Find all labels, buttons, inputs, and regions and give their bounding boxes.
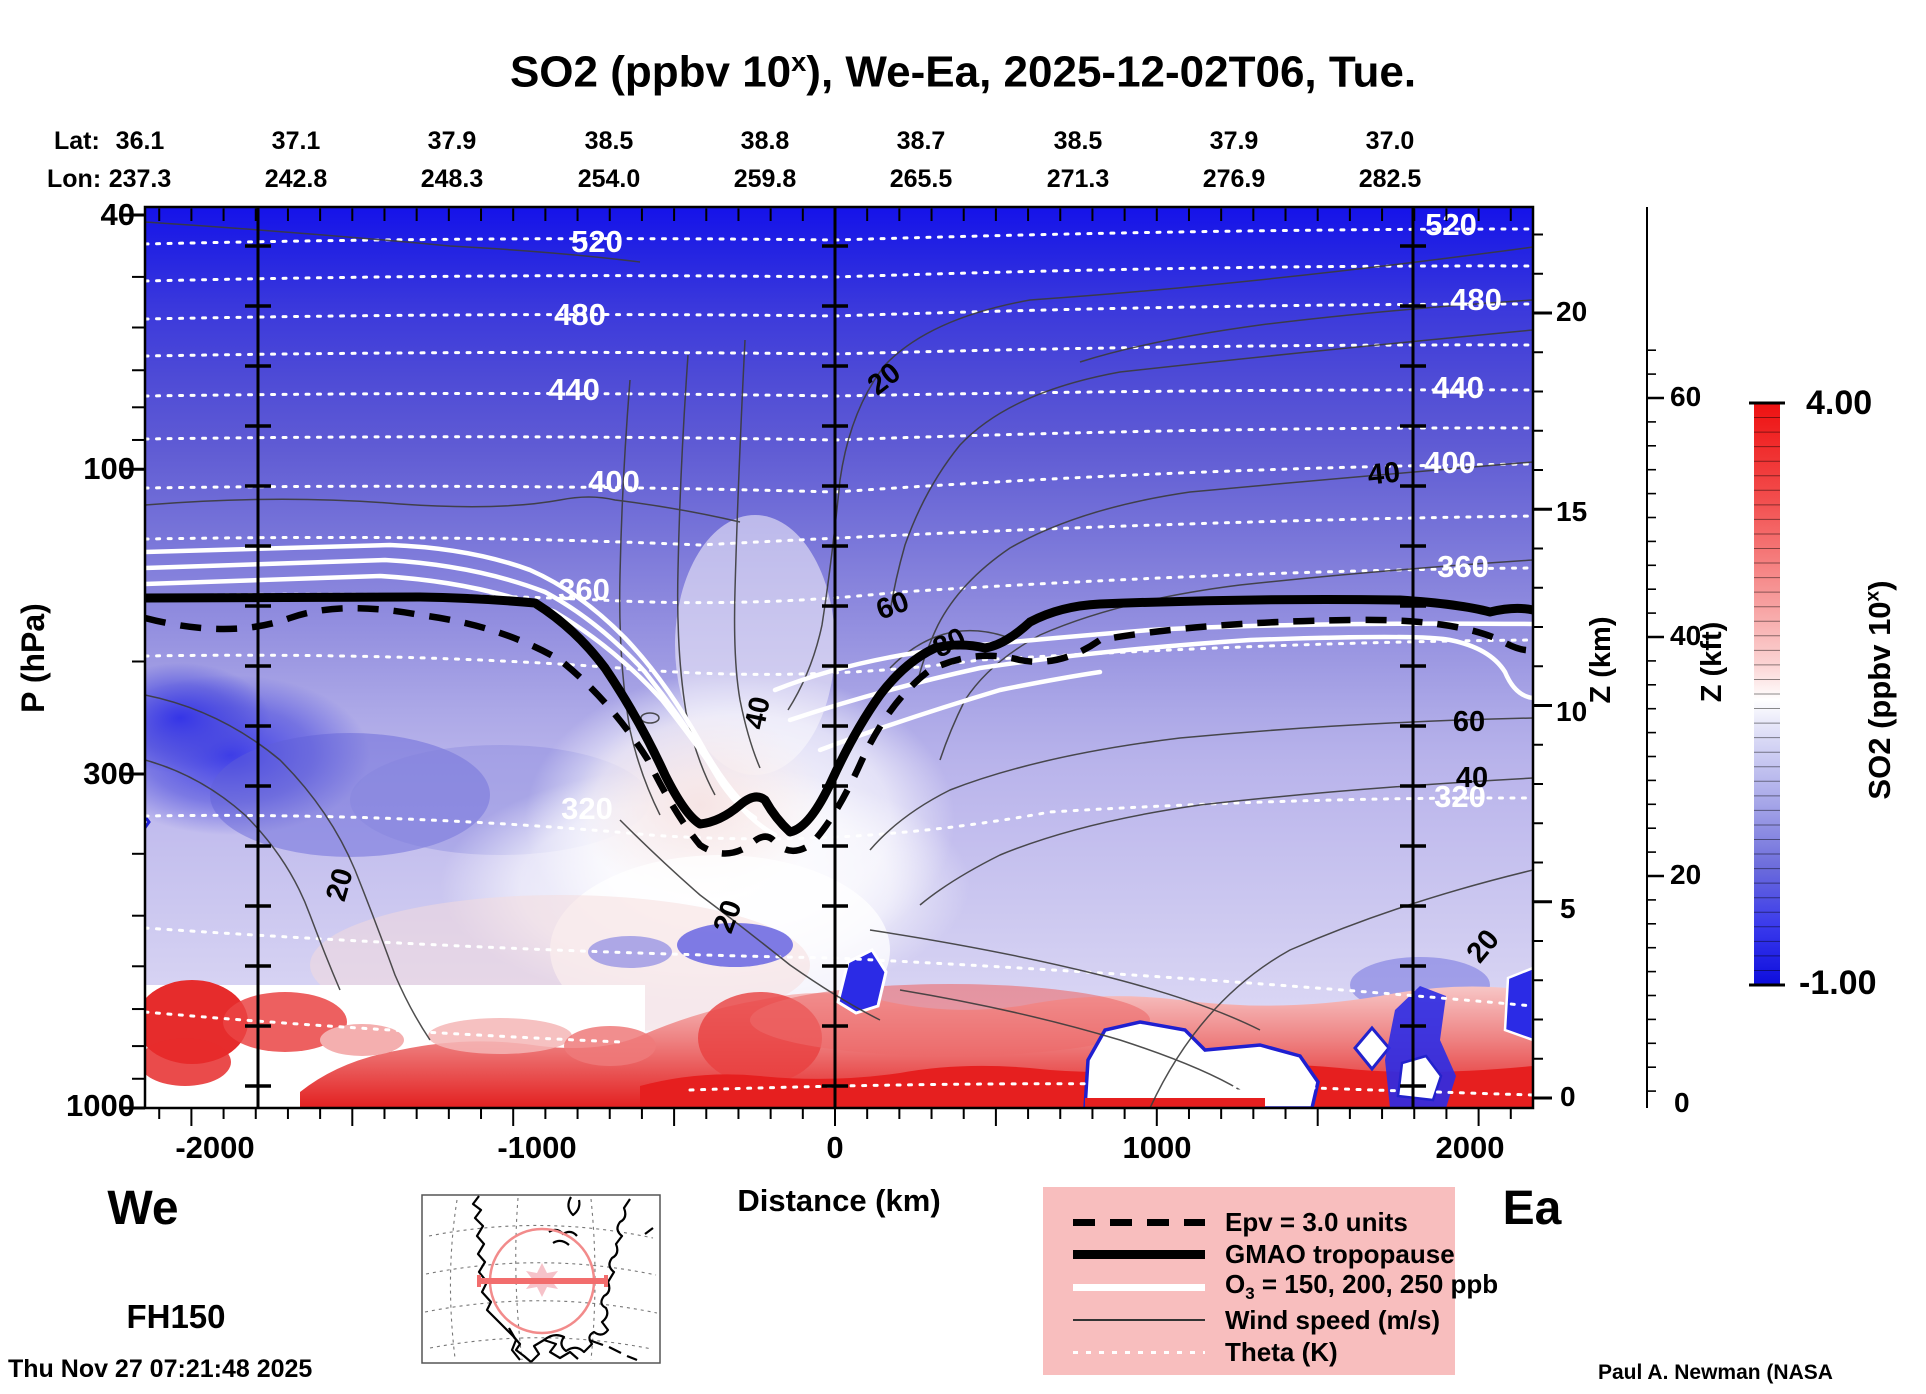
lon-value: 271.3 (1046, 165, 1110, 193)
colorbar-title-text: SO2 (ppbv 10 (1861, 601, 1897, 800)
lat-value: 37.9 (1209, 127, 1259, 155)
svg-text:360: 360 (558, 572, 610, 607)
zkft-tick: 40 (1670, 620, 1702, 651)
zkm-tick: 20 (1556, 296, 1588, 327)
zkft-tick: 20 (1670, 859, 1702, 890)
legend-label-tropopause: GMAO tropopause (1225, 1238, 1455, 1269)
wind-line-sample (1073, 1319, 1205, 1321)
svg-text:320: 320 (1434, 779, 1486, 814)
ozone-line-sample (1073, 1283, 1205, 1291)
vertical-reference-lines (256, 207, 1415, 1108)
svg-text:60: 60 (1453, 706, 1485, 738)
west-endpoint-label: We (107, 1182, 179, 1235)
title-text: SO2 (ppbv 10 (509, 47, 792, 97)
distance-tick: 0 (826, 1130, 844, 1165)
pressure-axis-title: P (hPa) (15, 603, 52, 713)
distance-tick: -2000 (175, 1130, 255, 1165)
legend-label-wind: Wind speed (m/s) (1225, 1304, 1441, 1335)
lon-value: 237.3 (108, 165, 172, 193)
ozone-contours (145, 542, 1533, 838)
svg-text:40: 40 (739, 694, 777, 732)
svg-text:440: 440 (1432, 370, 1484, 405)
lon-value: 282.5 (1358, 165, 1422, 193)
page-title: SO2 (ppbv 10x), We-Ea, 2025-12-02T06, Tu… (509, 46, 1417, 97)
title-text-2: ), We-Ea, 2025-12-02T06, Tue. (806, 47, 1417, 97)
lon-value: 276.9 (1202, 165, 1266, 193)
lat-value: 38.5 (1053, 127, 1103, 155)
lat-value: 38.8 (740, 127, 790, 155)
tropopause-line-sample (1073, 1249, 1205, 1259)
lat-value: 38.5 (584, 127, 634, 155)
lon-value: 248.3 (420, 165, 484, 193)
lat-value: 37.1 (271, 127, 321, 155)
lon-value: 254.0 (577, 165, 641, 193)
distance-axis-title: Distance (km) (737, 1183, 941, 1218)
colorbar (1749, 401, 1785, 987)
pressure-tick: 1000 (66, 1088, 135, 1123)
map-inset (421, 1194, 661, 1364)
lat-value: 37.9 (427, 127, 477, 155)
lon-value: 242.8 (264, 165, 328, 193)
plot-border (143, 205, 1535, 1110)
svg-text:400: 400 (588, 464, 640, 499)
tropopause-line (145, 592, 1533, 837)
svg-text:440: 440 (548, 372, 600, 407)
lat-value: 37.0 (1365, 127, 1415, 155)
lat-value: 36.1 (115, 127, 165, 155)
theta-line-sample (1073, 1350, 1205, 1354)
zkft-tick: 0 (1674, 1087, 1690, 1118)
zkm-tick: 0 (1560, 1081, 1576, 1112)
zkm-tick: 10 (1556, 696, 1588, 727)
lon-value: 259.8 (733, 165, 797, 193)
colorbar-max: 4.00 (1806, 384, 1873, 422)
legend-label-theta: Theta (K) (1225, 1336, 1338, 1367)
legend-row-wind: Wind speed (m/s) (1073, 1304, 1441, 1335)
zkm-tick: 15 (1556, 496, 1588, 527)
cross-section-plot: 520 480 440 400 360 320 520 480 440 400 … (121, 205, 1664, 1126)
legend-label-ozone: O3 = 150, 200, 250 ppb (1225, 1269, 1499, 1304)
colorbar-title-sup: x (1862, 590, 1884, 602)
lat-row-label: Lat: (54, 127, 100, 155)
so2-field (145, 207, 1533, 1108)
title-superscript: x (791, 46, 807, 77)
east-endpoint-label: Ea (1502, 1182, 1562, 1235)
lat-value: 38.7 (896, 127, 946, 155)
svg-text:520: 520 (571, 224, 623, 259)
svg-text:480: 480 (1450, 282, 1502, 317)
colorbar-min: -1.00 (1799, 964, 1877, 1002)
distance-tick: -1000 (497, 1130, 577, 1165)
legend-row-ozone: O3 = 150, 200, 250 ppb (1073, 1269, 1498, 1304)
timestamp: Thu Nov 27 07:21:48 2025 (8, 1355, 313, 1383)
svg-text:40: 40 (1366, 456, 1401, 491)
lon-row-label: Lon: (47, 165, 102, 193)
credit: Paul A. Newman (NASA (1598, 1361, 1833, 1384)
zkm-tick: 5 (1560, 893, 1576, 924)
legend-row-epv: Epv = 3.0 units (1073, 1206, 1408, 1237)
legend: Epv = 3.0 units GMAO tropopause O3 = 150… (1043, 1187, 1498, 1375)
zkft-tick: 60 (1670, 381, 1702, 412)
wind-speed-contours (145, 221, 1533, 1108)
colorbar-title-text-2: ) (1861, 580, 1897, 591)
legend-row-tropopause: GMAO tropopause (1073, 1238, 1455, 1269)
svg-text:360: 360 (1437, 549, 1489, 584)
distance-tick: 1000 (1122, 1130, 1192, 1165)
svg-text:320: 320 (561, 791, 613, 826)
legend-row-theta: Theta (K) (1073, 1336, 1338, 1367)
svg-text:400: 400 (1424, 445, 1476, 480)
svg-text:280: 280 (1229, 1065, 1281, 1100)
svg-text:520: 520 (1425, 207, 1477, 242)
epv-line-sample (1073, 1218, 1205, 1226)
svg-text:480: 480 (554, 297, 606, 332)
distance-tick: 2000 (1435, 1130, 1505, 1165)
legend-label-epv: Epv = 3.0 units (1225, 1206, 1408, 1237)
svg-text:40: 40 (1456, 762, 1488, 794)
colorbar-title: SO2 (ppbv 10x) (1861, 580, 1897, 800)
epv-contour (145, 604, 1533, 857)
forecast-hour-label: FH150 (126, 1298, 226, 1335)
lon-value: 265.5 (889, 165, 953, 193)
theta-contour-labels: 520 480 440 400 360 320 520 480 440 400 … (548, 207, 1502, 1100)
